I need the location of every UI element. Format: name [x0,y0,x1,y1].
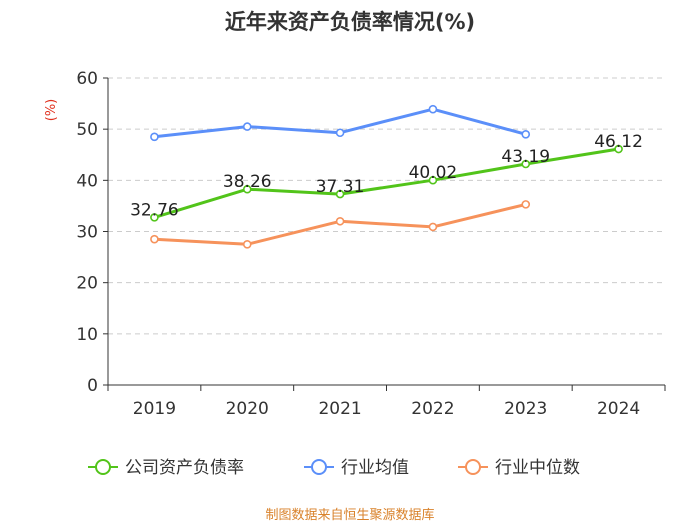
y-tick-label: 60 [76,69,98,89]
data-label: 40.02 [409,163,458,183]
data-point [614,144,623,154]
data-point [150,132,159,142]
y-tick-label: 40 [76,171,98,191]
data-label: 46.12 [594,132,643,152]
x-tick-label: 2019 [133,399,176,419]
y-tick-label: 50 [76,120,98,140]
y-tick-label: 20 [76,274,98,294]
data-point [428,222,438,232]
x-tick-label: 2021 [318,399,361,419]
legend-label: 公司资产负债率 [125,458,244,478]
data-point [150,234,159,244]
data-point [335,216,345,226]
data-point [521,200,531,209]
data-point [150,213,159,222]
x-tick-label: 2022 [411,399,454,419]
data-point [242,184,252,194]
y-tick-label: 0 [87,376,98,396]
y-tick-label: 10 [76,325,98,345]
series-line [152,147,621,219]
data-point [428,104,438,114]
data-point [521,129,531,139]
legend-item[interactable]: 行业均值 [304,458,409,478]
data-label: 37.31 [316,177,365,197]
legend-marker-icon [311,459,327,475]
data-point [242,239,252,249]
x-tick-label: 2024 [597,399,640,419]
grid [108,77,665,335]
x-tick-label: 2023 [504,399,547,419]
legend-item[interactable]: 行业中位数 [458,458,580,478]
legend: 公司资产负债率 行业均值 行业中位数 [88,458,580,478]
data-label: 38.26 [223,172,272,192]
axes: 0 10 20 30 40 50 60 2019 2020 2021 2022 2023 2024 [76,69,666,419]
y-tick-label: 30 [76,223,98,243]
data-label: 43.19 [501,147,550,167]
legend-item[interactable]: 公司资产负债率 [88,458,244,478]
data-point [335,128,345,138]
data-labels: 32.76 38.26 37.31 40.02 43.19 46.12 [130,132,643,220]
data-point [428,175,438,185]
data-point [242,122,252,131]
legend-label: 行业均值 [341,458,409,478]
data-label: 32.76 [130,200,179,220]
y-axis-unit: (%) [44,99,59,122]
x-tick-label: 2020 [226,399,269,419]
data-point [521,159,531,169]
legend-marker-icon [95,459,111,475]
data-point [335,189,345,199]
series [150,104,623,249]
legend-marker-icon [465,459,481,475]
chart-title: 近年来资产负债率情况(%) [225,10,475,34]
source-note: 制图数据来自恒生聚源数据库 [265,507,434,523]
legend-label: 行业中位数 [495,458,580,478]
